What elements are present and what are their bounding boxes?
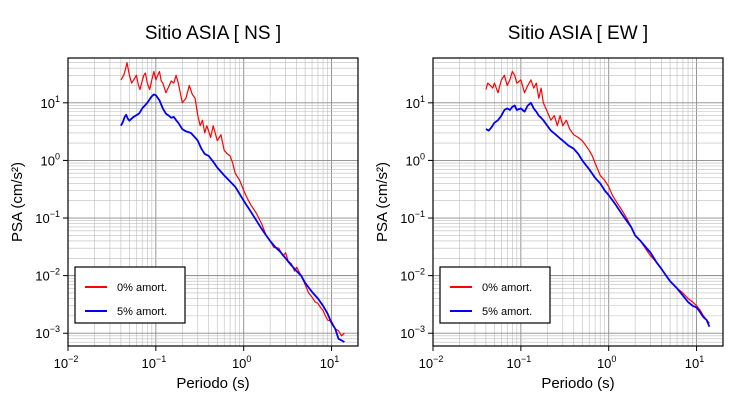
chart-title: Sitio ASIA [ NS ] [145, 23, 281, 44]
y-tick-label: 100 [41, 151, 60, 168]
x-tick-label: 10−2 [419, 354, 444, 371]
x-tick-exponent: −1 [156, 354, 166, 364]
y-tick-exponent: 0 [420, 151, 425, 161]
y-tick-label: 101 [41, 94, 60, 111]
plot-frame [432, 57, 724, 347]
series-line [120, 93, 345, 343]
y-tick-exponent: −2 [415, 267, 425, 277]
y-tick-exponent: −1 [415, 209, 425, 219]
plot-frame [67, 57, 359, 347]
x-tick-exponent: −1 [521, 354, 531, 364]
x-tick-label: 101 [320, 354, 339, 371]
legend-label: 5% amort. [117, 306, 167, 318]
x-axis-label: Periodo (s) [541, 375, 614, 392]
legend-label: 5% amort. [482, 306, 532, 318]
x-tick-label: 101 [685, 354, 704, 371]
y-axis-label: PSA (cm/s²) [374, 162, 391, 242]
x-tick-label: 100 [232, 354, 251, 371]
x-tick-exponent: 1 [334, 354, 339, 364]
y-tick-label: 10−1 [35, 209, 60, 226]
y-tick-label: 10−2 [400, 267, 425, 284]
legend-box [439, 266, 551, 324]
x-tick-label: 10−1 [141, 354, 166, 371]
x-axis-label: Periodo (s) [176, 375, 249, 392]
y-tick-label: 100 [406, 151, 425, 168]
x-tick-label: 10−1 [506, 354, 531, 371]
y-tick-exponent: −3 [50, 324, 60, 334]
legend: 0% amort. 5% amort. [74, 266, 186, 324]
y-tick-exponent: −1 [50, 209, 60, 219]
y-tick-exponent: 1 [420, 94, 425, 104]
legend-label: 0% amort. [482, 282, 532, 294]
y-tick-label: 10−1 [400, 209, 425, 226]
x-tick-exponent: 1 [699, 354, 704, 364]
x-tick-exponent: −2 [433, 354, 443, 364]
x-tick-exponent: 0 [611, 354, 616, 364]
x-tick-exponent: 0 [246, 354, 251, 364]
x-tick-label: 100 [597, 354, 616, 371]
x-tick-exponent: −2 [68, 354, 78, 364]
series-line [485, 101, 711, 328]
y-tick-label: 10−2 [35, 267, 60, 284]
x-tick-label: 10−2 [54, 354, 79, 371]
y-tick-exponent: −2 [50, 267, 60, 277]
legend-box [74, 266, 186, 324]
y-tick-exponent: 1 [55, 94, 60, 104]
y-tick-exponent: 0 [55, 151, 60, 161]
y-axis-label: PSA (cm/s²) [9, 162, 26, 242]
y-tick-label: 101 [406, 94, 425, 111]
legend: 0% amort. 5% amort. [439, 266, 551, 324]
y-tick-label: 10−3 [35, 324, 60, 341]
y-tick-label: 10−3 [400, 324, 425, 341]
legend-label: 0% amort. [117, 282, 167, 294]
y-tick-exponent: −3 [415, 324, 425, 334]
chart-title: Sitio ASIA [ EW ] [508, 23, 648, 44]
